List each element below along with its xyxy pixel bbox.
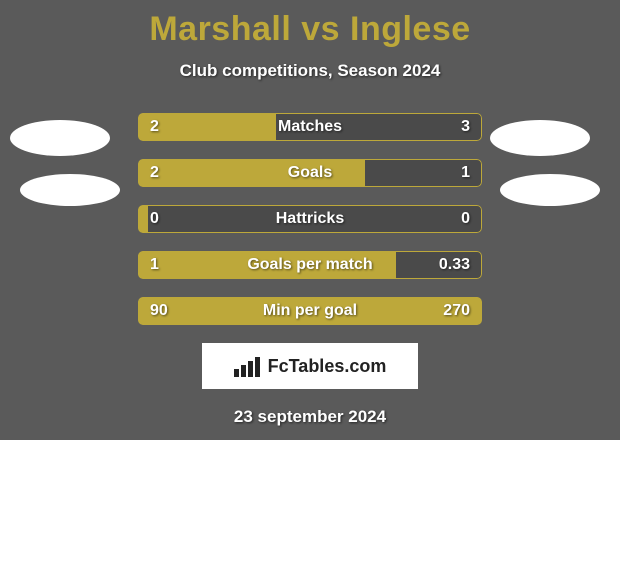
page-title: Marshall vs Inglese bbox=[0, 0, 620, 49]
stat-label: Min per goal bbox=[138, 297, 482, 325]
stat-row: 23Matches bbox=[138, 113, 482, 141]
date-text: 23 september 2024 bbox=[0, 407, 620, 427]
bars-area: 23Matches 21Goals 00Hattricks 10.33Goals pe… bbox=[0, 113, 620, 325]
brand-text: FcTables.com bbox=[268, 356, 387, 377]
brand-badge[interactable]: FcTables.com bbox=[202, 343, 418, 389]
stat-label: Goals per match bbox=[138, 251, 482, 279]
stat-row: 21Goals bbox=[138, 159, 482, 187]
stat-row: 00Hattricks bbox=[138, 205, 482, 233]
stat-row: 10.33Goals per match bbox=[138, 251, 482, 279]
stat-label: Hattricks bbox=[138, 205, 482, 233]
stat-row: 90270Min per goal bbox=[138, 297, 482, 325]
subtitle: Club competitions, Season 2024 bbox=[0, 61, 620, 81]
stat-label: Matches bbox=[138, 113, 482, 141]
bars-chart-icon bbox=[234, 355, 262, 377]
stat-label: Goals bbox=[138, 159, 482, 187]
comparison-widget: Marshall vs Inglese Club competitions, S… bbox=[0, 0, 620, 440]
